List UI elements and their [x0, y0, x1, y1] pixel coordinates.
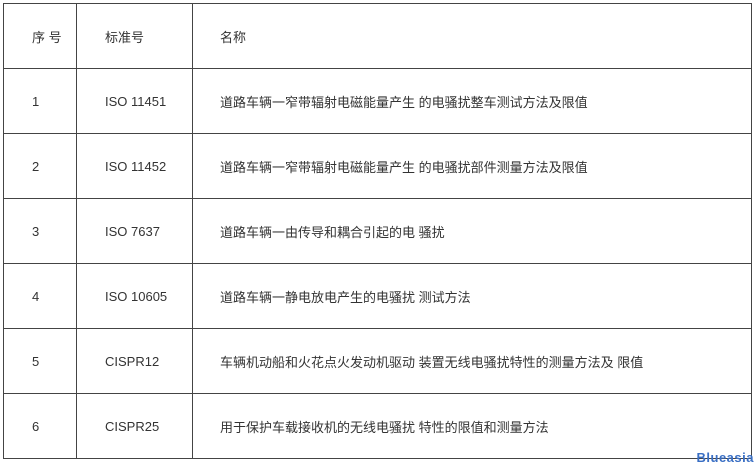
table-row: 4 ISO 10605 道路车辆一静电放电产生的电骚扰 测试方法 — [3, 263, 752, 329]
table-header-row: 序 号 标准号 名称 — [3, 3, 752, 69]
cell-name: 道路车辆一窄带辐射电磁能量产生 的电骚扰部件测量方法及限值 — [192, 133, 752, 199]
header-name: 名称 — [192, 3, 752, 69]
table-row: 6 CISPR25 用于保护车载接收机的无线电骚扰 特性的限值和测量方法 — [3, 393, 752, 459]
table-row: 2 ISO 11452 道路车辆一窄带辐射电磁能量产生 的电骚扰部件测量方法及限… — [3, 133, 752, 199]
cell-name: 车辆机动船和火花点火发动机驱动 装置无线电骚扰特性的测量方法及 限值 — [192, 328, 752, 394]
cell-standard: ISO 11452 — [76, 133, 193, 199]
cell-index: 6 — [3, 393, 77, 459]
watermark: Blueasia — [696, 450, 754, 465]
standards-table: 序 号 标准号 名称 1 ISO 11451 道路车辆一窄带辐射电磁能量产生 的… — [3, 3, 752, 459]
table-row: 3 ISO 7637 道路车辆一由传导和耦合引起的电 骚扰 — [3, 198, 752, 264]
cell-standard: ISO 10605 — [76, 263, 193, 329]
cell-index: 3 — [3, 198, 77, 264]
table-row: 1 ISO 11451 道路车辆一窄带辐射电磁能量产生 的电骚扰整车测试方法及限… — [3, 68, 752, 134]
cell-name: 道路车辆一静电放电产生的电骚扰 测试方法 — [192, 263, 752, 329]
cell-index: 4 — [3, 263, 77, 329]
header-standard: 标准号 — [76, 3, 193, 69]
cell-index: 1 — [3, 68, 77, 134]
cell-standard: ISO 11451 — [76, 68, 193, 134]
cell-name: 道路车辆一窄带辐射电磁能量产生 的电骚扰整车测试方法及限值 — [192, 68, 752, 134]
cell-index: 5 — [3, 328, 77, 394]
table-row: 5 CISPR12 车辆机动船和火花点火发动机驱动 装置无线电骚扰特性的测量方法… — [3, 328, 752, 394]
cell-index: 2 — [3, 133, 77, 199]
header-index: 序 号 — [3, 3, 77, 69]
cell-standard: CISPR25 — [76, 393, 193, 459]
cell-standard: CISPR12 — [76, 328, 193, 394]
cell-name: 道路车辆一由传导和耦合引起的电 骚扰 — [192, 198, 752, 264]
cell-standard: ISO 7637 — [76, 198, 193, 264]
cell-name: 用于保护车载接收机的无线电骚扰 特性的限值和测量方法 — [192, 393, 752, 459]
